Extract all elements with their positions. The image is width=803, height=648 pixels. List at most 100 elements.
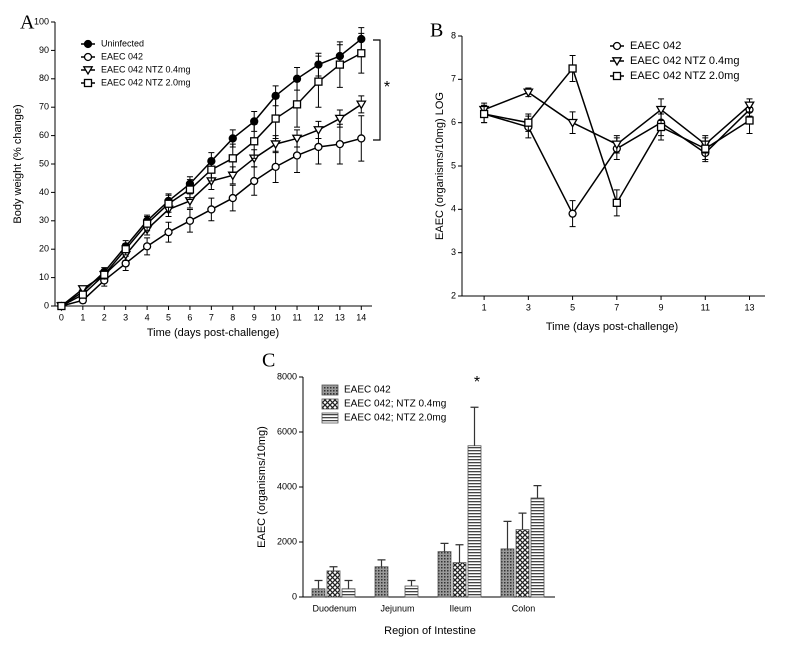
marker — [314, 77, 323, 86]
marker — [271, 114, 280, 123]
marker — [291, 134, 303, 144]
marker — [228, 154, 237, 163]
marker — [357, 49, 366, 58]
y-tick-label: 20 — [39, 244, 49, 254]
x-tick-label: Jejunum — [380, 603, 414, 613]
marker — [142, 219, 152, 228]
panel-label: B — [430, 20, 443, 42]
y-tick-label: 2000 — [277, 536, 297, 546]
x-tick-label: 1 — [482, 302, 487, 312]
marker — [655, 105, 667, 115]
legend-label: EAEC 042 NTZ 2.0mg — [630, 70, 739, 82]
marker — [185, 216, 195, 225]
x-tick-label: 10 — [271, 312, 281, 322]
marker — [612, 41, 622, 51]
annotation: * — [474, 374, 480, 391]
error-bar — [455, 544, 464, 563]
marker — [313, 126, 324, 136]
error-bar — [440, 542, 449, 552]
x-tick-label: 3 — [123, 312, 128, 322]
x-axis-title: Region of Intestine — [384, 625, 476, 637]
bar — [515, 529, 530, 598]
marker — [270, 140, 281, 150]
marker — [524, 118, 533, 127]
y-tick-label: 100 — [34, 16, 49, 26]
bar — [404, 585, 419, 598]
y-tick-label: 40 — [39, 187, 49, 197]
marker — [77, 285, 89, 295]
y-axis-title: EAEC (organisms/10mg) LOG — [434, 92, 446, 240]
error-bar — [344, 579, 353, 589]
legend-label: EAEC 042 NTZ 0.4mg — [630, 55, 739, 67]
y-tick-label: 3 — [451, 247, 456, 257]
x-tick-label: 8 — [230, 312, 235, 322]
marker — [745, 116, 754, 125]
x-tick-label: 14 — [356, 312, 366, 322]
x-tick-label: 1 — [80, 312, 85, 322]
marker — [228, 193, 237, 203]
marker — [83, 39, 93, 49]
error-bar — [503, 520, 512, 549]
bar — [452, 562, 467, 598]
marker — [292, 151, 302, 160]
bar — [341, 588, 356, 598]
x-tick-label: 13 — [745, 302, 755, 312]
legend-label: EAEC 042 — [101, 51, 143, 61]
y-tick-label: 0 — [44, 300, 49, 310]
marker — [479, 109, 489, 119]
y-tick-label: 2 — [451, 290, 456, 300]
y-axis-title: Body weight (% change) — [12, 104, 24, 223]
error-bar — [377, 559, 386, 567]
x-tick-label: 5 — [570, 302, 575, 312]
marker — [335, 60, 345, 69]
y-tick-label: 4 — [451, 204, 456, 214]
marker — [656, 122, 666, 132]
bar — [530, 497, 545, 598]
x-axis-title: Time (days post-challenge) — [147, 327, 279, 339]
legend-swatch — [321, 384, 339, 396]
marker — [207, 205, 216, 214]
marker — [228, 134, 237, 143]
y-tick-label: 7 — [451, 74, 456, 84]
marker — [612, 71, 622, 81]
error-bar — [407, 579, 416, 586]
marker — [611, 57, 623, 67]
marker — [142, 242, 152, 251]
marker — [83, 78, 93, 88]
marker — [355, 100, 367, 110]
marker — [250, 137, 259, 146]
marker — [292, 100, 302, 109]
marker — [57, 301, 66, 311]
y-axis-title: EAEC (organisms/10mg) — [256, 426, 268, 548]
y-tick-label: 8 — [451, 30, 456, 40]
bar — [311, 588, 326, 598]
marker — [357, 134, 366, 143]
marker — [335, 139, 345, 149]
marker — [701, 144, 710, 153]
x-tick-label: Duodenum — [312, 603, 356, 613]
x-tick-label: 0 — [59, 312, 64, 322]
marker — [271, 162, 280, 171]
bar — [500, 548, 515, 598]
x-tick-label: 7 — [614, 302, 619, 312]
legend-swatch — [321, 412, 339, 424]
marker — [612, 198, 621, 207]
marker — [185, 185, 195, 194]
x-tick-label: 12 — [313, 312, 323, 322]
error-bar — [533, 485, 542, 498]
y-tick-label: 10 — [39, 272, 49, 282]
x-axis-title: Time (days post-challenge) — [546, 321, 678, 333]
x-tick-label: 9 — [659, 302, 664, 312]
legend-label: EAEC 042; NTZ 0.4mg — [344, 399, 446, 410]
legend-label: EAEC 042 NTZ 0.4mg — [101, 64, 191, 74]
y-tick-label: 60 — [39, 130, 49, 140]
y-tick-label: 70 — [39, 102, 49, 112]
marker — [567, 118, 578, 128]
bar — [374, 566, 389, 598]
bar — [437, 551, 452, 598]
panel-label: A — [20, 12, 35, 34]
x-tick-label: Ileum — [449, 603, 471, 613]
x-tick-label: 9 — [252, 312, 257, 322]
error-bar — [314, 579, 323, 589]
